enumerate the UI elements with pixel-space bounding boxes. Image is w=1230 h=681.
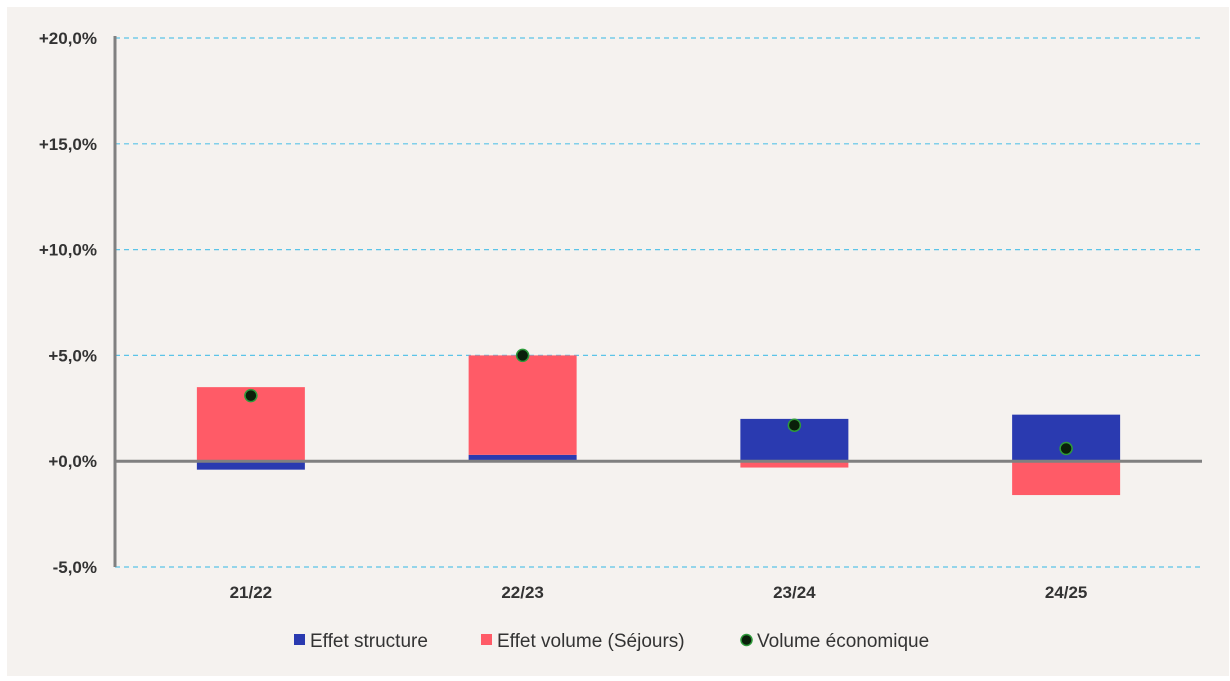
legend-swatch bbox=[294, 634, 305, 645]
grid-lines bbox=[115, 37, 1202, 568]
data-point bbox=[244, 388, 258, 403]
bar-segment bbox=[196, 461, 305, 470]
legend-marker bbox=[740, 633, 753, 647]
x-tick-label: 22/23 bbox=[501, 583, 544, 602]
legend-swatch bbox=[481, 634, 492, 645]
legend: Effet structure Effet volume (Séjours) Vol… bbox=[294, 631, 929, 652]
x-tick-label: 21/22 bbox=[230, 583, 273, 602]
legend-label: Effet volume (Séjours) bbox=[497, 631, 685, 652]
bar-segment bbox=[468, 454, 577, 462]
y-tick-label: +0,0% bbox=[48, 452, 97, 471]
chart-frame: -5,0% +0,0% +5,0% +10,0% +15,0% +20,0% 21/22 2… bbox=[7, 7, 1229, 676]
x-tick-label: 23/24 bbox=[773, 583, 816, 602]
y-tick-labels: -5,0% +0,0% +5,0% +10,0% +15,0% +20,0% bbox=[39, 29, 97, 577]
legend-label: Effet structure bbox=[310, 631, 428, 652]
data-point bbox=[515, 348, 530, 363]
y-tick-label: +10,0% bbox=[39, 241, 97, 260]
y-tick-label: +20,0% bbox=[39, 29, 97, 48]
axes bbox=[113, 36, 1202, 567]
y-tick-label: -5,0% bbox=[53, 558, 97, 577]
x-tick-label: 24/25 bbox=[1045, 583, 1088, 602]
data-point bbox=[787, 418, 802, 432]
bar-segment bbox=[468, 355, 577, 455]
y-tick-label: +15,0% bbox=[39, 135, 97, 154]
x-tick-labels: 21/22 22/23 23/24 24/25 bbox=[230, 583, 1088, 602]
bar-segment bbox=[1012, 461, 1121, 496]
bars bbox=[196, 355, 1121, 496]
bar-segment bbox=[740, 461, 849, 468]
y-tick-label: +5,0% bbox=[48, 346, 97, 365]
legend-label: Volume économique bbox=[757, 631, 929, 652]
chart: -5,0%+0,0%+5,0%+10,0%+15,0%+20,0% 21/22 2… bbox=[39, 29, 1202, 652]
points bbox=[244, 348, 1073, 456]
data-point bbox=[1059, 441, 1073, 456]
